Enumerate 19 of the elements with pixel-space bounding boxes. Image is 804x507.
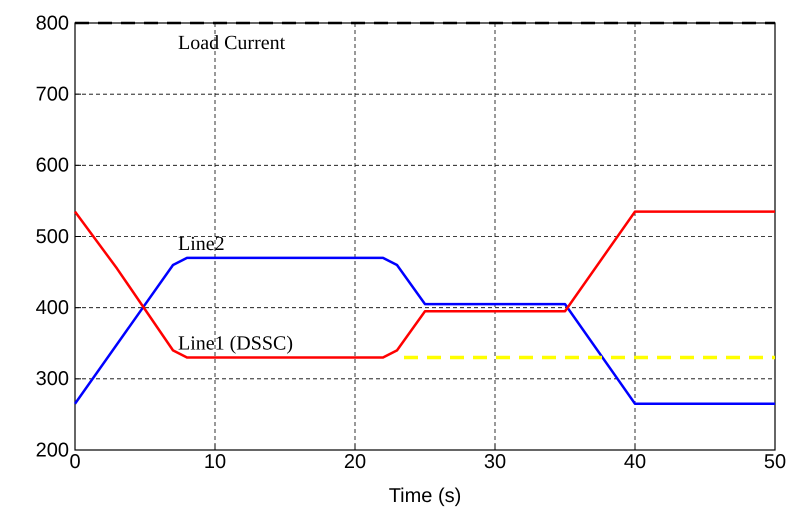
x-tick-label: 40	[624, 451, 646, 474]
line-series	[74, 210, 776, 359]
x-tick-label: 50	[764, 451, 786, 474]
x-tick-label: 10	[204, 451, 226, 474]
y-tick-label: 500	[36, 226, 69, 248]
x-tick-label: 0	[69, 451, 81, 474]
x-tick-label: 30	[484, 451, 506, 474]
line-series	[74, 256, 776, 405]
series-label: Line2	[178, 232, 225, 255]
x-axis-title: Time (s)	[388, 485, 462, 507]
y-tick-label: 300	[36, 368, 69, 390]
series-label: Line1 (DSSC)	[178, 332, 293, 354]
y-tick-label: 600	[36, 154, 69, 177]
y-tick-label: 800	[36, 12, 69, 34]
y-tick-label: 200	[36, 439, 69, 462]
y-tick-label: 700	[36, 84, 69, 106]
y-tick-label: 400	[36, 297, 69, 320]
series-label: Load Current	[178, 32, 286, 54]
x-tick-label: 20	[344, 451, 366, 474]
